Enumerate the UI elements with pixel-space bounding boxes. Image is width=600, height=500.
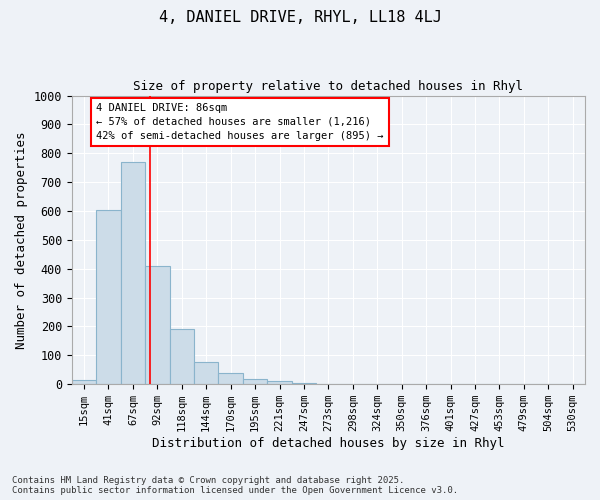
- Bar: [267, 382, 292, 384]
- Text: 4 DANIEL DRIVE: 86sqm
← 57% of detached houses are smaller (1,216)
42% of semi-d: 4 DANIEL DRIVE: 86sqm ← 57% of detached …: [96, 103, 384, 141]
- Text: Contains HM Land Registry data © Crown copyright and database right 2025.
Contai: Contains HM Land Registry data © Crown c…: [12, 476, 458, 495]
- Bar: [243, 379, 267, 384]
- Bar: [145, 266, 170, 384]
- Text: 4, DANIEL DRIVE, RHYL, LL18 4LJ: 4, DANIEL DRIVE, RHYL, LL18 4LJ: [158, 10, 442, 25]
- Bar: [170, 329, 194, 384]
- X-axis label: Distribution of detached houses by size in Rhyl: Distribution of detached houses by size …: [152, 437, 505, 450]
- Bar: [218, 374, 243, 384]
- Bar: [121, 162, 145, 384]
- Bar: [96, 210, 121, 384]
- Bar: [194, 362, 218, 384]
- Bar: [292, 383, 316, 384]
- Bar: [72, 380, 96, 384]
- Title: Size of property relative to detached houses in Rhyl: Size of property relative to detached ho…: [133, 80, 523, 93]
- Y-axis label: Number of detached properties: Number of detached properties: [15, 131, 28, 348]
